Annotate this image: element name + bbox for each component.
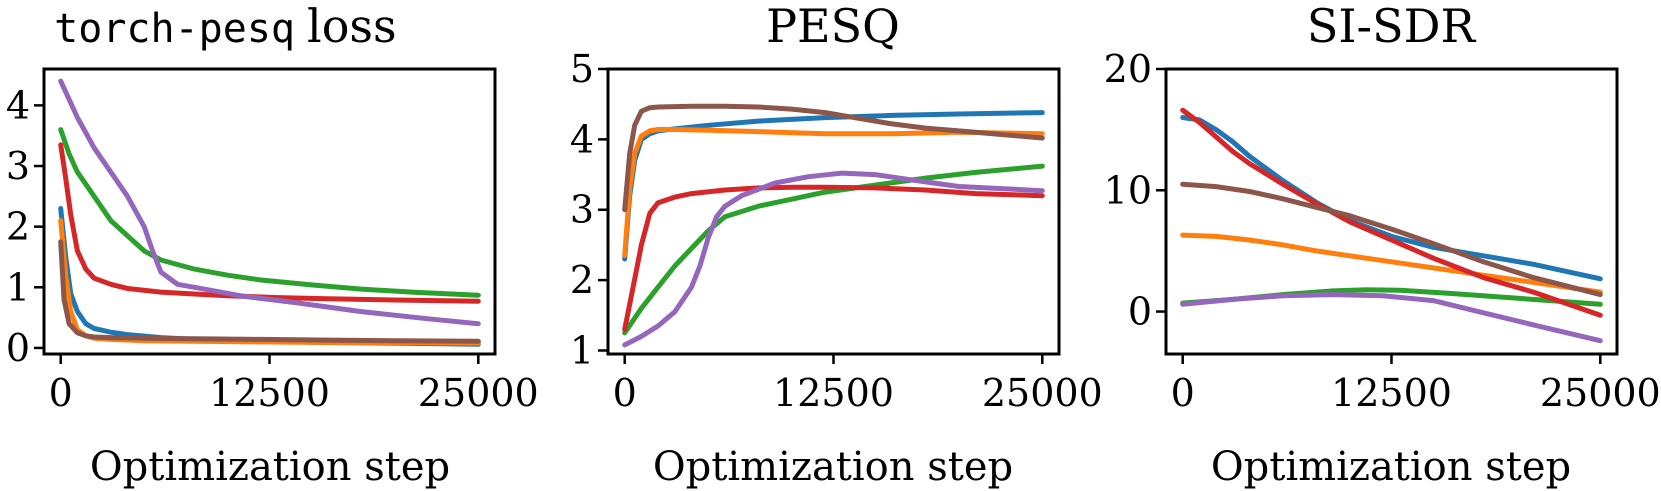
loss-series-brown [58, 239, 481, 344]
loss-y-tick-label: 3 [6, 144, 30, 188]
loss-x-tick-label: 25000 [418, 371, 539, 415]
sisdr-series-brown [1180, 181, 1603, 298]
sisdr-y-tick-label: 10 [1104, 168, 1152, 212]
sisdr-title: SI-SDR [1307, 0, 1477, 53]
pesq-series-orange [622, 127, 1045, 258]
sisdr-series-purple [1180, 292, 1603, 344]
pesq-title: PESQ [766, 0, 900, 53]
sisdr-ticks: 0 12500 25000 0 10 20 [1104, 47, 1661, 415]
pesq-x-axis-label: Optimization step [653, 444, 1013, 490]
pesq-y-tick-label: 1 [570, 328, 594, 372]
pesq-plot-frame [606, 67, 1061, 356]
pesq-y-tick-label: 4 [570, 117, 594, 161]
loss-x-axis-label: Optimization step [90, 444, 450, 490]
loss-panel: torch-pesq loss 0 12500 25000 0 1 2 3 4 Optimiz… [6, 0, 539, 490]
sisdr-x-tick-label: 12500 [1331, 371, 1452, 415]
loss-series-purple [58, 78, 481, 327]
loss-series-red [58, 142, 481, 304]
loss-ticks: 0 12500 25000 0 1 2 3 4 [6, 83, 539, 415]
pesq-panel: PESQ 0 12500 25000 1 2 3 4 5 Optimization step [570, 0, 1103, 490]
pesq-y-tick-label: 3 [570, 188, 594, 232]
sisdr-x-tick-label: 0 [1171, 371, 1195, 415]
loss-y-tick-label: 0 [6, 326, 30, 370]
loss-series-green [58, 127, 481, 298]
sisdr-series-red [1180, 107, 1603, 318]
pesq-series-brown [622, 103, 1045, 213]
sisdr-lines [1180, 107, 1603, 344]
loss-lines [58, 78, 481, 347]
sisdr-y-tick-label: 0 [1128, 290, 1152, 334]
loss-y-tick-label: 4 [6, 83, 30, 127]
pesq-x-tick-label: 12500 [773, 371, 894, 415]
loss-plot-frame [42, 67, 497, 356]
pesq-ticks: 0 12500 25000 1 2 3 4 5 [570, 47, 1103, 415]
sisdr-panel: SI-SDR 0 12500 25000 0 10 20 Optimization ste… [1104, 0, 1661, 490]
sisdr-plot-frame [1164, 67, 1619, 356]
pesq-series-green [622, 163, 1045, 336]
loss-x-tick-label: 0 [49, 371, 73, 415]
loss-title-code: torch-pesq [54, 6, 295, 52]
pesq-series-purple [622, 170, 1045, 348]
sisdr-x-axis-label: Optimization step [1211, 444, 1571, 490]
sisdr-x-tick-label: 25000 [1540, 371, 1661, 415]
loss-y-tick-label: 1 [6, 265, 30, 309]
pesq-lines [622, 103, 1045, 348]
sisdr-series-orange [1180, 232, 1603, 295]
pesq-y-tick-label: 2 [570, 258, 594, 302]
pesq-y-tick-label: 5 [570, 47, 594, 91]
loss-x-tick-label: 12500 [209, 371, 330, 415]
pesq-x-tick-label: 25000 [982, 371, 1103, 415]
pesq-x-tick-label: 0 [613, 371, 637, 415]
pesq-series-red [622, 184, 1045, 332]
loss-y-tick-label: 2 [6, 205, 30, 249]
loss-title: loss [307, 0, 397, 53]
sisdr-series-blue [1180, 115, 1603, 282]
sisdr-y-tick-label: 20 [1104, 47, 1152, 91]
